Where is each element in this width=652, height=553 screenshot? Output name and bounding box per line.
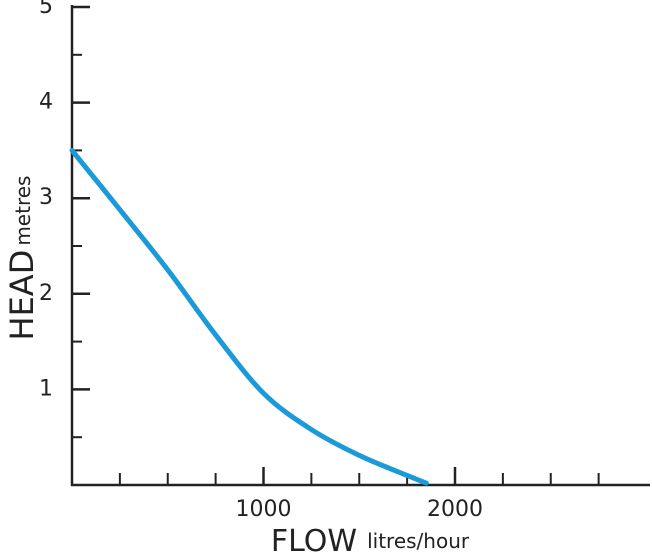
y-tick-label: 5 <box>39 0 53 19</box>
y-axis-title: HEAD metres <box>3 176 41 341</box>
x-tick-label: 2000 <box>427 497 483 522</box>
x-label: FLOW <box>271 524 357 553</box>
x-tick-label: 1000 <box>236 497 292 522</box>
y-tick-label: 1 <box>39 376 53 401</box>
y-tick-label: 3 <box>39 185 53 210</box>
curve <box>69 147 429 486</box>
x-axis-title: FLOW litres/hour <box>271 524 470 553</box>
y-label: HEAD <box>3 250 41 341</box>
x-label-unit: litres/hour <box>367 529 470 553</box>
y-tick-label: 2 <box>39 281 53 306</box>
y-label-unit: metres <box>11 176 35 246</box>
y-tick-label: 4 <box>39 90 53 115</box>
